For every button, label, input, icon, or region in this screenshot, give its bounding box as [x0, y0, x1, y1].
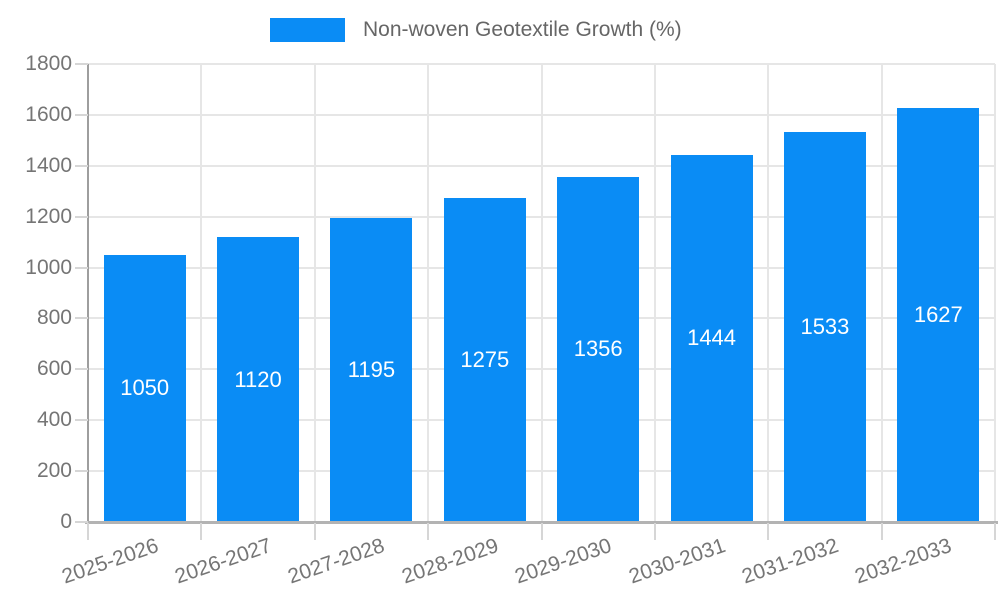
bar[interactable]: 1050: [103, 254, 186, 522]
bar[interactable]: 1195: [330, 217, 413, 522]
bar[interactable]: 1356: [557, 176, 640, 522]
y-tick-mark: [75, 63, 88, 65]
bar[interactable]: 1444: [670, 154, 753, 522]
y-axis-label: 600: [36, 357, 72, 381]
y-tick-mark: [75, 317, 88, 320]
chart-legend[interactable]: Non-woven Geotextile Growth (%): [270, 18, 682, 42]
x-axis-label: 2030-2031: [625, 534, 729, 589]
gridline-vertical: [994, 64, 996, 522]
bar-value-label: 1533: [800, 313, 850, 339]
y-tick-mark: [75, 521, 88, 523]
x-tick-mark: [427, 523, 430, 540]
x-axis-label: 2028-2029: [398, 534, 502, 589]
legend-label: Non-woven Geotextile Growth (%): [363, 18, 682, 41]
bar-value-label: 1195: [347, 356, 396, 382]
bar-value-label: 1050: [120, 375, 170, 401]
legend-swatch-icon: [270, 18, 345, 42]
bar-value-label: 1627: [913, 302, 963, 328]
gridline-vertical: [427, 64, 430, 522]
y-axis-label: 0: [60, 510, 72, 533]
gridline-vertical: [540, 64, 543, 522]
y-axis-label: 1600: [25, 102, 72, 126]
y-axis-label: 1800: [25, 52, 72, 75]
gridline-vertical: [313, 64, 316, 522]
x-tick-mark: [540, 523, 543, 540]
y-tick-mark: [75, 164, 88, 167]
x-tick-mark: [200, 523, 203, 540]
bar-value-label: 1275: [460, 346, 510, 372]
x-axis-label: 2027-2028: [285, 534, 388, 589]
x-tick-mark: [653, 523, 656, 540]
gridline-vertical: [653, 64, 656, 522]
y-axis-line: [87, 64, 89, 522]
y-tick-mark: [75, 215, 88, 218]
x-axis-label: 2025-2026: [58, 534, 162, 589]
plot-area: 1050 1120 1195 1275 1356 1444 1533 1627: [88, 63, 996, 522]
y-tick-mark: [75, 113, 88, 116]
y-axis-label: 1000: [25, 255, 72, 279]
x-axis-line: [85, 521, 998, 524]
bar[interactable]: 1627: [897, 108, 980, 522]
x-tick-mark: [87, 523, 89, 540]
x-tick-mark: [767, 523, 770, 540]
x-axis-label: 2031-2032: [738, 534, 842, 589]
x-tick-mark: [994, 523, 996, 540]
y-tick-mark: [75, 368, 88, 371]
y-axis-label: 1200: [25, 204, 72, 228]
gridline-vertical: [200, 64, 203, 522]
y-tick-mark: [75, 266, 88, 269]
y-tick-mark: [75, 419, 88, 422]
bar[interactable]: 1275: [443, 197, 526, 522]
bar-value-label: 1356: [573, 336, 623, 362]
bar-value-label: 1444: [687, 325, 737, 351]
bar-value-label: 1120: [234, 366, 282, 392]
x-tick-mark: [880, 523, 883, 540]
gridline-vertical: [767, 64, 770, 522]
y-tick-mark: [75, 470, 88, 473]
bar[interactable]: 1120: [217, 237, 300, 522]
y-axis-label: 400: [36, 408, 72, 432]
y-axis-label: 1400: [25, 153, 72, 177]
gridline-vertical: [880, 64, 883, 522]
x-axis-label: 2026-2027: [172, 534, 275, 589]
y-axis-label: 800: [36, 306, 72, 330]
x-axis-label: 2032-2033: [852, 534, 955, 589]
bar[interactable]: 1533: [783, 131, 866, 522]
x-tick-mark: [313, 523, 316, 540]
y-axis-label: 200: [36, 459, 72, 483]
x-axis-label: 2029-2030: [512, 534, 615, 589]
